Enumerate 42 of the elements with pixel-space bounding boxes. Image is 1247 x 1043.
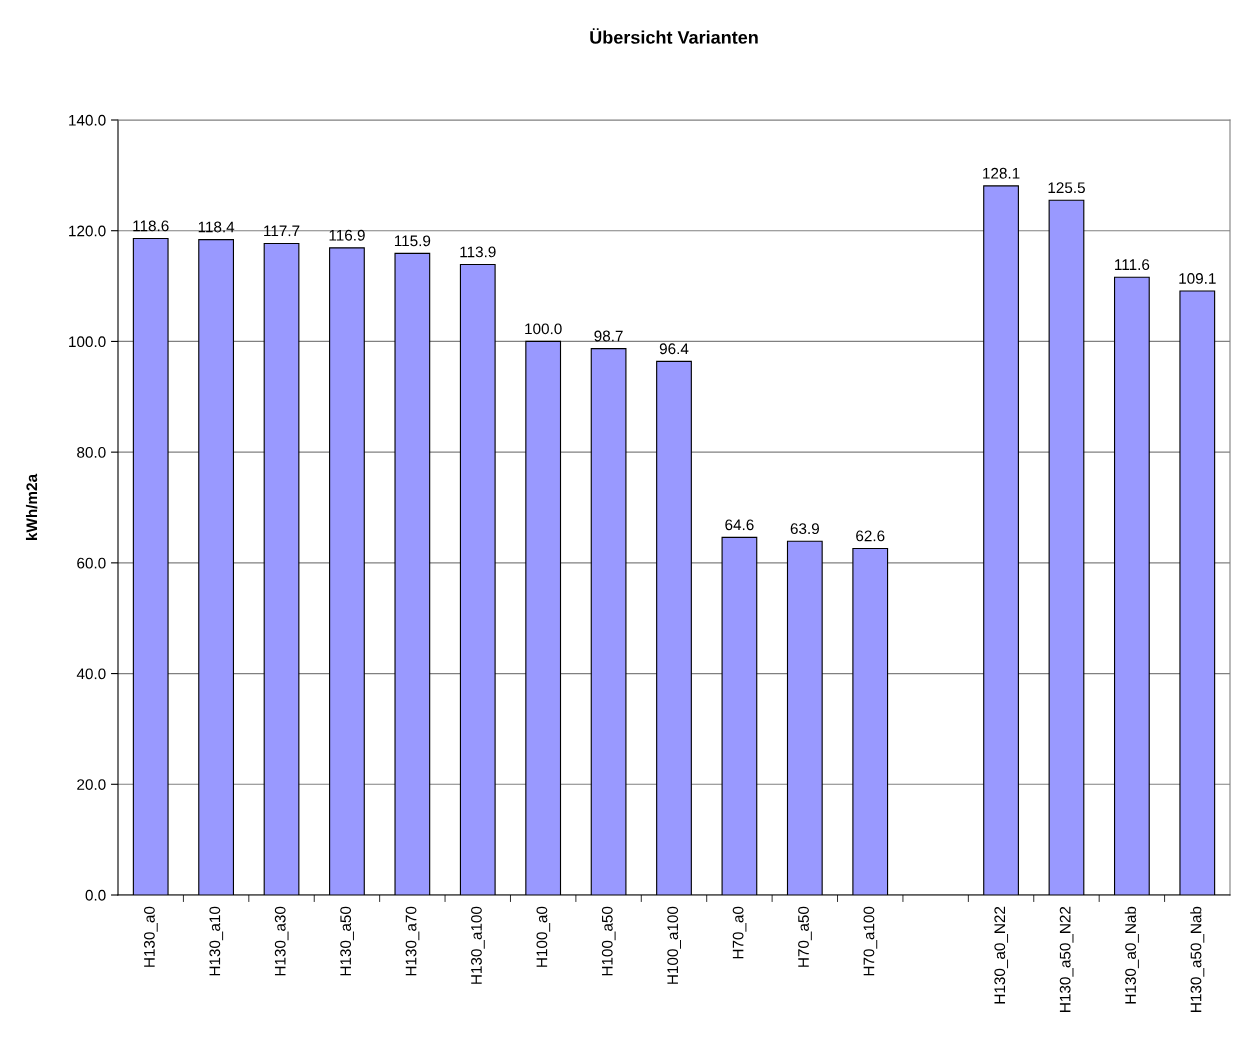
x-tick-label: H130_a50_Nab bbox=[1190, 906, 1205, 1012]
data-label: 100.0 bbox=[525, 323, 562, 335]
data-label: 115.9 bbox=[394, 235, 431, 247]
x-tick-label: H70_a0 bbox=[732, 906, 747, 959]
data-label: 116.9 bbox=[329, 229, 365, 241]
x-tick-label: H130_a70 bbox=[405, 906, 420, 976]
data-label: 109.1 bbox=[1179, 273, 1216, 284]
y-axis-title: kWh/m2a bbox=[25, 473, 38, 540]
y-tick-label: 140.0 bbox=[69, 114, 106, 126]
data-label: 98.7 bbox=[594, 330, 623, 342]
data-label: 113.9 bbox=[460, 246, 496, 258]
x-tick-label: H130_a100 bbox=[471, 906, 485, 984]
x-tick-label: H130_a10 bbox=[209, 906, 224, 976]
data-label: 96.4 bbox=[659, 343, 689, 355]
x-tick-label: H130_a0_N22 bbox=[994, 906, 1009, 1004]
y-tick-label: 40.0 bbox=[76, 668, 106, 680]
y-tick-label: 20.0 bbox=[77, 779, 106, 790]
data-label: 118.4 bbox=[198, 221, 235, 233]
x-tick-label: H130_a30 bbox=[274, 906, 289, 976]
x-tick-label: H130_a0_Nab bbox=[1124, 906, 1139, 1004]
x-tick-label: H100_a0 bbox=[536, 906, 551, 967]
y-tick-label: 0.0 bbox=[85, 889, 106, 901]
data-label: 117.7 bbox=[264, 225, 300, 237]
y-tick-label: 120.0 bbox=[69, 225, 106, 237]
x-tick-label: H100_a100 bbox=[667, 906, 681, 984]
data-label: 118.6 bbox=[133, 220, 169, 232]
x-tick-label: H70_a100 bbox=[863, 906, 878, 976]
data-label: 128.1 bbox=[983, 167, 1020, 179]
data-label: 63.9 bbox=[790, 523, 819, 535]
y-tick-label: 60.0 bbox=[77, 557, 106, 569]
chart-title: Übersicht Varianten bbox=[590, 28, 758, 44]
x-tick-label: H130_a50 bbox=[340, 906, 354, 976]
data-label: 62.6 bbox=[856, 530, 885, 542]
data-label: 64.6 bbox=[725, 519, 754, 531]
x-tick-label: H100_a50 bbox=[601, 906, 616, 976]
data-label: 125.5 bbox=[1048, 182, 1085, 194]
data-label: 111.6 bbox=[1115, 259, 1150, 271]
x-tick-label: H70_a50 bbox=[798, 906, 812, 967]
y-tick-label: 80.0 bbox=[77, 447, 106, 458]
x-tick-label: H130_a0 bbox=[143, 906, 158, 967]
y-tick-label: 100.0 bbox=[69, 336, 106, 348]
x-tick-label: H130_a50_N22 bbox=[1059, 906, 1074, 1012]
